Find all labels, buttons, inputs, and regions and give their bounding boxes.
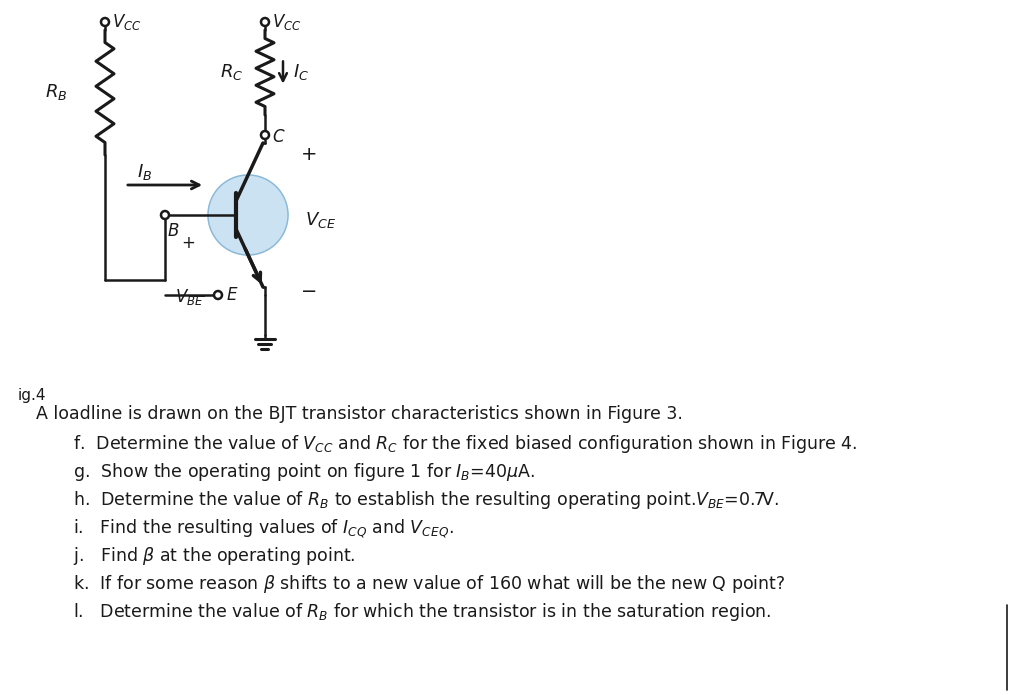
Text: $R_C$: $R_C$ (219, 63, 243, 83)
Circle shape (214, 291, 222, 299)
Text: g.  Show the operating point on figure 1 for $I_B$=40$\mu$A.: g. Show the operating point on figure 1 … (73, 461, 535, 483)
Text: $-$: $-$ (191, 286, 206, 304)
Text: k.  If for some reason $\beta$ shifts to a new value of 160 what will be the new: k. If for some reason $\beta$ shifts to … (73, 573, 786, 595)
Text: $C$: $C$ (272, 128, 285, 146)
Circle shape (208, 175, 288, 255)
Text: f.  Determine the value of $V_{CC}$ and $R_C$ for the fixed biased configuration: f. Determine the value of $V_{CC}$ and $… (73, 433, 858, 455)
Text: $V_{CC}$: $V_{CC}$ (272, 12, 301, 32)
Text: $-$: $-$ (300, 281, 317, 300)
Text: $V_{CC}$: $V_{CC}$ (112, 12, 141, 32)
Text: $E$: $E$ (226, 286, 239, 304)
Text: j.   Find $\beta$ at the operating point.: j. Find $\beta$ at the operating point. (73, 545, 355, 567)
Text: l.   Determine the value of $R_B$ for which the transistor is in the saturation : l. Determine the value of $R_B$ for whic… (73, 601, 771, 623)
Circle shape (261, 18, 269, 26)
Text: $I_B$: $I_B$ (137, 162, 152, 182)
Text: $V_{CE}$: $V_{CE}$ (304, 210, 336, 230)
Text: A loadline is drawn on the BJT transistor characteristics shown in Figure 3.: A loadline is drawn on the BJT transisto… (36, 405, 683, 423)
Text: $I_C$: $I_C$ (293, 63, 310, 83)
Text: $+$: $+$ (300, 145, 317, 165)
Circle shape (102, 18, 109, 26)
Text: $+$: $+$ (181, 234, 195, 252)
Text: $V_{BE}$: $V_{BE}$ (175, 287, 204, 307)
Text: ig.4: ig.4 (18, 388, 47, 403)
Text: h.  Determine the value of $R_B$ to establish the resulting operating point.$V_{: h. Determine the value of $R_B$ to estab… (73, 489, 780, 511)
Text: $R_B$: $R_B$ (45, 83, 67, 102)
Circle shape (261, 131, 269, 139)
Circle shape (161, 211, 170, 219)
Text: $B$: $B$ (167, 222, 180, 240)
Text: i.   Find the resulting values of $I_{CQ}$ and $V_{CEQ}$.: i. Find the resulting values of $I_{CQ}$… (73, 517, 454, 539)
